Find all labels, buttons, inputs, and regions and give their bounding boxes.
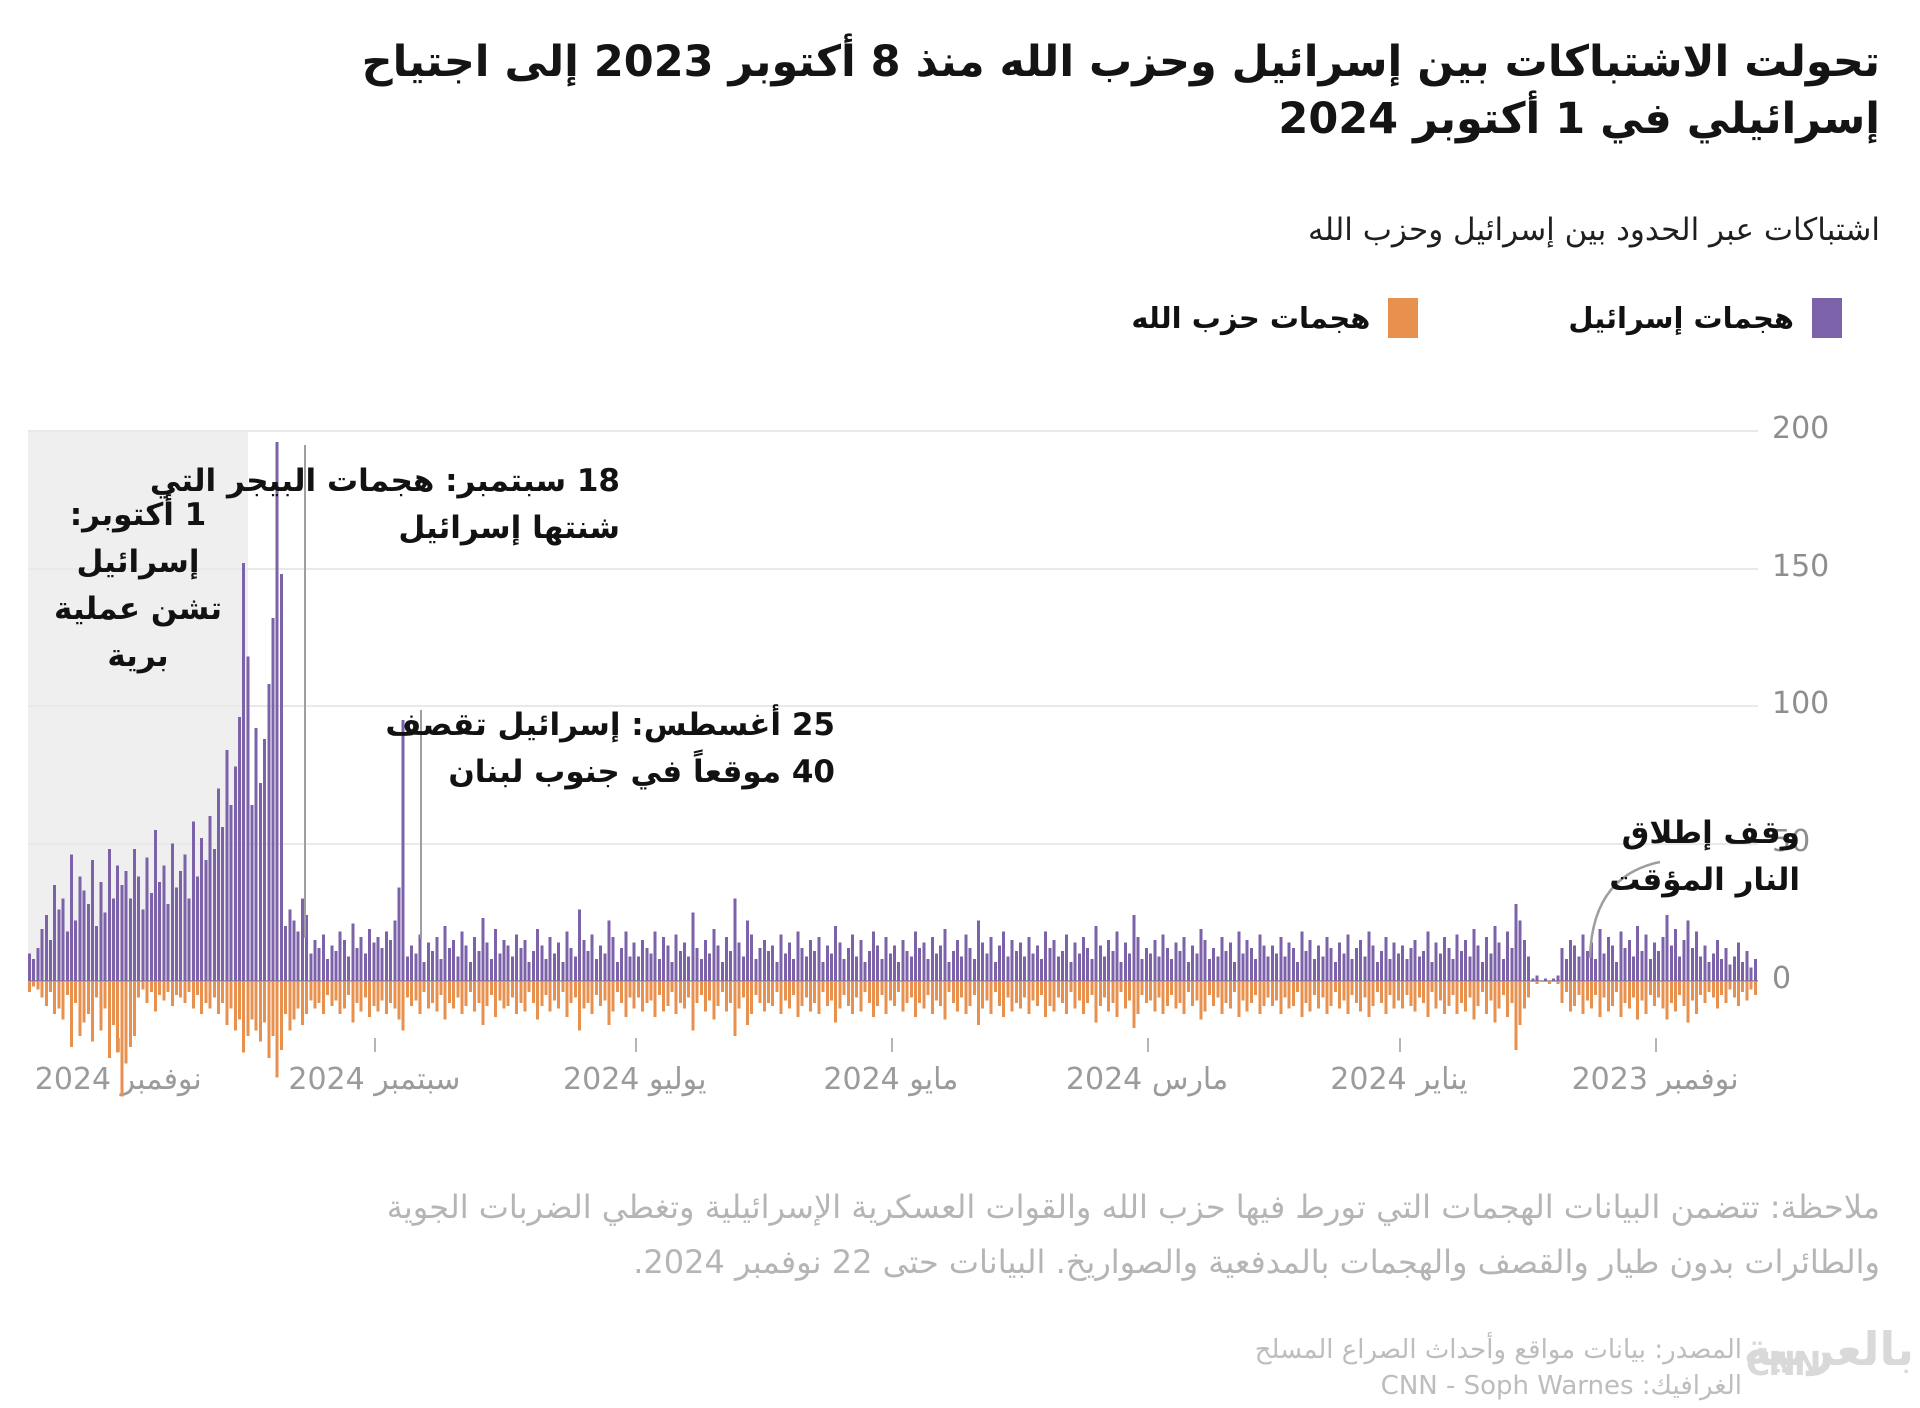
x-axis-tick — [374, 1038, 377, 1052]
pager-attack-marker-line — [304, 445, 306, 938]
august-line1: 25 أغسطس: إسرائيل تقصف — [385, 707, 835, 743]
x-axis-label: يوليو 2024 — [563, 1062, 707, 1097]
ceasefire-pointer-curve — [1588, 860, 1661, 959]
x-axis-label: مايو 2024 — [823, 1062, 959, 1097]
footnote-line2: والطائرات بدون طيار والقصف والهجمات بالم… — [633, 1243, 1880, 1282]
footnote: ملاحظة: تتضمن البيانات الهجمات التي تورط… — [40, 1180, 1880, 1290]
legend-label-israel: هجمات إسرائيل — [1568, 301, 1794, 335]
ground-op-line4: برية — [107, 638, 169, 675]
annotation-august-strike: 25 أغسطس: إسرائيل تقصف 40 موقعاً في جنوب… — [215, 702, 835, 795]
august-line2: 40 موقعاً في جنوب لبنان — [448, 753, 835, 790]
x-axis-tick — [1398, 1038, 1401, 1052]
y-axis-label-50: 50 — [1772, 823, 1811, 859]
source-line1: المصدر: بيانات مواقع وأحداث الصراع المسل… — [1254, 1335, 1742, 1365]
ceasefire-line1: وقف إطلاق — [1621, 815, 1800, 851]
gridline-150 — [28, 567, 1758, 570]
y-axis-label-200: 200 — [1772, 411, 1830, 446]
x-axis-label: يناير 2024 — [1330, 1062, 1468, 1097]
x-axis-label: نوفمبر 2024 — [34, 1062, 202, 1097]
legend-item-hezbollah: هجمات حزب الله — [1131, 298, 1419, 338]
page-title: تحولت الاشتباكات بين إسرائيل وحزب الله م… — [180, 34, 1880, 148]
logo-cnn-text: CNN — [1746, 1344, 1821, 1383]
title-line-1: تحولت الاشتباكات بين إسرائيل وحزب الله م… — [361, 37, 1880, 87]
y-axis-label-0: 0 — [1772, 961, 1792, 996]
gridline-50 — [28, 842, 1758, 845]
source-line2: الغرافيك: CNN - Soph Warnes — [1380, 1371, 1742, 1402]
ground-op-line3: تشن عملية — [54, 591, 222, 628]
pager-line2: شنتها إسرائيل — [398, 509, 620, 546]
x-axis-label: نوفمبر 2023 — [1571, 1062, 1739, 1097]
x-axis-tick — [1655, 1038, 1658, 1052]
august-strike-marker-line — [420, 710, 422, 938]
x-axis-tick — [890, 1038, 893, 1052]
annotation-pager-attack: 18 سبتمبر: هجمات البيجر التي شنتها إسرائ… — [60, 458, 620, 551]
gridline-100 — [28, 705, 1758, 707]
legend: هجمات إسرائيل هجمات حزب الله — [1131, 298, 1842, 338]
annotation-ceasefire: وقف إطلاق النار المؤقت — [1440, 810, 1800, 903]
ground-op-line1: 1 أكتوبر: — [69, 497, 207, 533]
title-line-2: إسرائيلي في 1 أكتوبر 2024 — [1278, 93, 1880, 144]
hezbollah-swatch-icon — [1388, 298, 1419, 338]
y-axis-label-100: 100 — [1772, 686, 1830, 721]
x-axis-tick — [1147, 1038, 1150, 1052]
x-axis-label: مارس 2024 — [1065, 1062, 1229, 1097]
y-axis-label-150: 150 — [1772, 548, 1830, 584]
legend-item-israel: هجمات إسرائيل — [1568, 298, 1842, 338]
daily-bars — [28, 442, 1757, 1097]
ceasefire-line2: النار المؤقت — [1609, 861, 1800, 898]
x-axis-label: سبتمبر 2024 — [288, 1062, 461, 1097]
gridline-200 — [28, 430, 1758, 432]
cnn-arabic-logo: بالعربية CNN — [1743, 1318, 1916, 1404]
annotation-ground-operation: 1 أكتوبر: إسرائيل تشن عملية برية — [38, 492, 238, 680]
source-credit: المصدر: بيانات مواقع وأحداث الصراع المسل… — [982, 1332, 1742, 1405]
chart-subtitle: اشتباكات عبر الحدود بين إسرائيل وحزب الل… — [1307, 212, 1880, 248]
x-axis-tick — [118, 1038, 121, 1052]
pager-line1: 18 سبتمبر: هجمات البيجر التي — [149, 463, 620, 499]
logo-arabic-text: بالعربية — [1743, 1322, 1914, 1376]
x-axis-tick — [634, 1038, 637, 1052]
legend-label-hezbollah: هجمات حزب الله — [1131, 301, 1371, 335]
israel-swatch-icon — [1812, 298, 1842, 338]
ground-op-line2: إسرائيل — [76, 544, 200, 581]
footnote-line1: ملاحظة: تتضمن البيانات الهجمات التي تورط… — [386, 1188, 1880, 1226]
